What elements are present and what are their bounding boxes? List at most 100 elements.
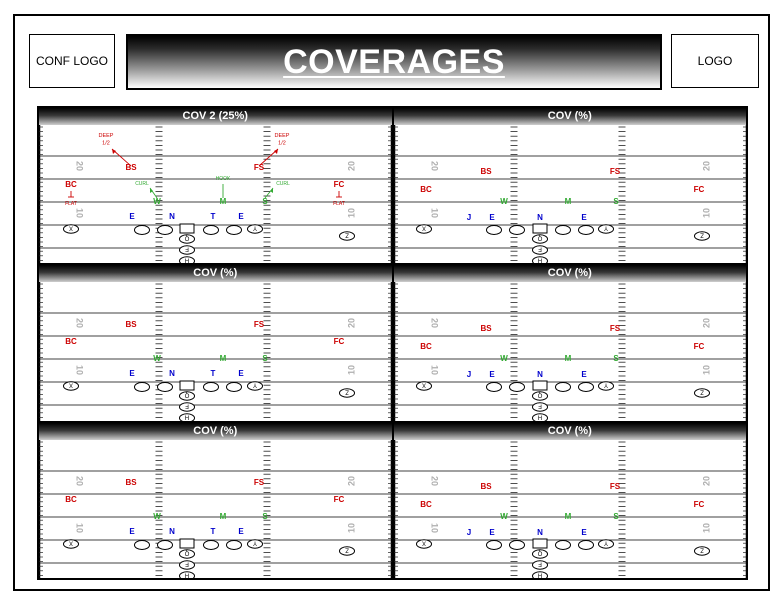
assignment-hook: HOOK — [216, 176, 231, 182]
offense-label-e1: E — [129, 527, 135, 536]
offense-player-label-q: Q — [184, 392, 189, 398]
defender-fc: FC — [334, 337, 345, 346]
offense-player-label-x: X — [421, 225, 425, 231]
coverage-panel: COV (%) 20 10 20 10 BS FS BC FC W M S E N T E X Y Z Q F H — [39, 265, 392, 421]
offense-player-label-q: Q — [537, 235, 542, 241]
yard-number: 10 — [75, 208, 85, 218]
offense-player-label-y: Y — [603, 225, 607, 231]
yard-number: 20 — [429, 476, 439, 486]
offense-player-label-z: Z — [699, 546, 703, 552]
offense-player-label-q: Q — [537, 392, 542, 398]
offense-player-x — [63, 224, 79, 234]
lineman-marker — [577, 225, 594, 235]
offense-player-y — [247, 224, 263, 234]
page-title: COVERAGES — [283, 42, 505, 81]
defender-fs: FS — [609, 324, 620, 333]
offense-player-y — [597, 224, 614, 234]
defender-fc: FC — [334, 495, 345, 504]
defender-bc: BC — [65, 495, 77, 504]
offense-player-label-y: Y — [603, 539, 607, 545]
center-marker — [179, 538, 195, 549]
defender-m: M — [564, 512, 571, 521]
yard-number: 20 — [429, 318, 439, 328]
offense-player-y — [597, 538, 614, 549]
yard-number: 10 — [701, 365, 711, 375]
arrow-head — [150, 188, 153, 193]
offense-player-label-y: Y — [253, 382, 257, 388]
yard-number: 20 — [346, 161, 356, 171]
defender-fs: FS — [609, 482, 620, 491]
defender-m: M — [220, 512, 227, 521]
yard-number: 10 — [346, 208, 356, 218]
title-banner: COVERAGES — [126, 34, 662, 90]
offense-player-label-x: X — [69, 539, 73, 545]
offense-player-label-y: Y — [603, 382, 607, 388]
offense-player-label-z: Z — [345, 232, 349, 238]
defender-bc: BC — [420, 342, 432, 351]
defender-s: S — [262, 512, 268, 521]
lineman-marker — [203, 539, 219, 550]
offense-player-q — [179, 548, 195, 559]
offense-player-z — [693, 545, 710, 556]
lineman-marker — [134, 225, 150, 235]
offense-player-label-f: F — [537, 246, 541, 252]
offense-player-q — [531, 391, 548, 402]
field-diagram: 20 10 20 10 BS FS BC FC W M S J E N E X Y Z QFH — [393, 439, 746, 578]
offense-label-e2: E — [238, 527, 244, 536]
lineman-marker — [157, 539, 173, 550]
yard-number: 20 — [346, 476, 356, 486]
offense-player-y — [247, 538, 263, 549]
offense-player-label-z: Z — [699, 232, 703, 238]
defender-bs: BS — [125, 320, 137, 329]
yard-number: 20 — [346, 318, 356, 328]
defender-s: S — [613, 354, 619, 363]
offense-player-label-q: Q — [184, 549, 189, 555]
offense-player-label-h: H — [537, 257, 541, 263]
yard-number: 20 — [701, 476, 711, 486]
yard-number: 10 — [346, 365, 356, 375]
defender-s: S — [262, 197, 268, 206]
arrow-head — [274, 149, 278, 154]
offense-player-q — [179, 391, 195, 402]
defender-fs: FS — [254, 163, 265, 172]
offense-player-f — [179, 245, 195, 255]
offense-player-h — [531, 413, 548, 421]
offense-label-e1: E — [129, 212, 135, 221]
lineman-marker — [203, 382, 219, 393]
offense-player-q — [531, 234, 548, 244]
offense-label-e1: E — [489, 528, 495, 537]
offense-player-label-x: X — [69, 225, 73, 231]
offense-player-label-h: H — [537, 571, 541, 577]
arrow-head — [270, 188, 273, 193]
offense-player-x — [415, 381, 432, 392]
yard-number: 10 — [429, 523, 439, 533]
defender-bc: BC — [65, 337, 77, 346]
logo-label: LOGO — [697, 54, 733, 68]
assignment-flat-left: FLAT — [65, 201, 77, 207]
lineman-marker — [485, 539, 502, 550]
lineman-marker — [508, 382, 525, 393]
center-marker — [179, 223, 195, 234]
defender-fc: FC — [693, 185, 704, 194]
panel-title: COV (%) — [393, 108, 746, 125]
field-diagram: 20 10 20 10 BS FS BC FC W M S E N T E X Y Z QFH — [39, 439, 392, 578]
offense-player-h — [179, 256, 195, 264]
offense-label-j: J — [466, 370, 470, 379]
offense-label-n: N — [169, 212, 175, 221]
lineman-marker — [554, 225, 571, 235]
yard-number: 10 — [75, 523, 85, 533]
defender-w: W — [153, 512, 161, 521]
offense-player-q — [531, 548, 548, 559]
offense-player-z — [339, 231, 355, 241]
lineman-marker — [485, 382, 502, 393]
lineman-marker — [554, 382, 571, 393]
center-marker — [179, 380, 195, 391]
offense-player-f — [531, 559, 548, 570]
yard-number: 20 — [701, 161, 711, 171]
defender-fc: FC — [334, 180, 345, 189]
defender-s: S — [613, 197, 619, 206]
offense-player-y — [597, 381, 614, 392]
lineman-marker — [134, 539, 150, 550]
yard-number: 10 — [429, 365, 439, 375]
panel-title: COV (%) — [39, 422, 392, 440]
